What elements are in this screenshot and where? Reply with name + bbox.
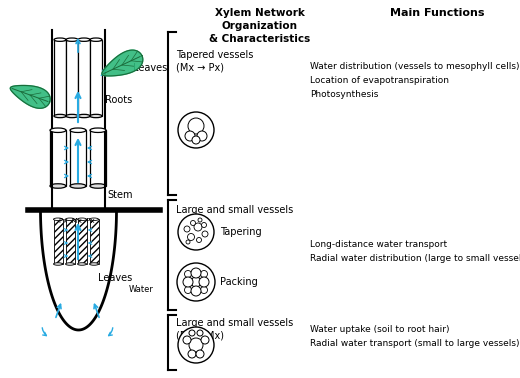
Circle shape bbox=[201, 279, 207, 285]
Ellipse shape bbox=[89, 263, 98, 265]
Text: Leaves: Leaves bbox=[133, 63, 167, 73]
Circle shape bbox=[191, 268, 201, 278]
Circle shape bbox=[188, 234, 194, 240]
Text: Xylem Network
Organization
& Characteristics: Xylem Network Organization & Characteris… bbox=[210, 8, 310, 44]
Circle shape bbox=[197, 131, 207, 141]
Ellipse shape bbox=[54, 114, 66, 118]
Ellipse shape bbox=[90, 184, 106, 188]
Circle shape bbox=[178, 327, 214, 363]
Polygon shape bbox=[89, 219, 98, 264]
Polygon shape bbox=[54, 219, 62, 264]
Circle shape bbox=[201, 271, 207, 277]
Ellipse shape bbox=[89, 218, 98, 220]
Circle shape bbox=[185, 279, 191, 285]
Circle shape bbox=[185, 131, 195, 141]
Circle shape bbox=[191, 286, 201, 296]
Polygon shape bbox=[66, 219, 74, 264]
Circle shape bbox=[185, 287, 191, 293]
Circle shape bbox=[185, 271, 191, 277]
Ellipse shape bbox=[78, 38, 90, 41]
Circle shape bbox=[183, 277, 193, 287]
Text: Long-distance water transport
Radial water distribution (large to small vessels): Long-distance water transport Radial wat… bbox=[310, 240, 520, 263]
Circle shape bbox=[178, 112, 214, 148]
Text: Large and small vessels: Large and small vessels bbox=[176, 318, 293, 328]
Ellipse shape bbox=[54, 38, 66, 41]
Text: Water uptake (soil to root hair)
Radial water transport (small to large vessels): Water uptake (soil to root hair) Radial … bbox=[310, 325, 519, 348]
Ellipse shape bbox=[77, 218, 86, 220]
Ellipse shape bbox=[90, 114, 102, 118]
Circle shape bbox=[202, 231, 208, 237]
Text: Water distribution (vessels to mesophyll cells)
Location of evapotranspiration
P: Water distribution (vessels to mesophyll… bbox=[310, 62, 519, 99]
Text: Water: Water bbox=[128, 285, 153, 294]
Ellipse shape bbox=[70, 184, 86, 188]
Circle shape bbox=[188, 350, 196, 358]
Ellipse shape bbox=[90, 128, 106, 132]
Circle shape bbox=[199, 277, 209, 287]
Text: (Px → Mx): (Px → Mx) bbox=[176, 330, 224, 340]
Circle shape bbox=[192, 136, 200, 144]
Circle shape bbox=[178, 214, 214, 250]
Circle shape bbox=[192, 271, 200, 277]
Circle shape bbox=[189, 330, 195, 336]
Text: Px  Mx  Px: Px Mx Px bbox=[59, 218, 94, 224]
Polygon shape bbox=[50, 130, 66, 186]
Circle shape bbox=[177, 263, 215, 301]
Text: Stem: Stem bbox=[107, 190, 133, 200]
Polygon shape bbox=[10, 85, 50, 108]
Circle shape bbox=[190, 220, 196, 226]
Circle shape bbox=[189, 338, 203, 352]
Polygon shape bbox=[78, 40, 90, 116]
Circle shape bbox=[194, 223, 202, 231]
Circle shape bbox=[197, 237, 202, 243]
Polygon shape bbox=[77, 219, 86, 264]
Text: Main Functions: Main Functions bbox=[390, 8, 485, 18]
Text: Large and small vessels: Large and small vessels bbox=[176, 205, 293, 215]
Circle shape bbox=[202, 223, 206, 228]
Ellipse shape bbox=[50, 128, 66, 132]
Polygon shape bbox=[70, 130, 86, 186]
Circle shape bbox=[184, 226, 190, 232]
Circle shape bbox=[197, 330, 203, 336]
Circle shape bbox=[192, 287, 200, 293]
Ellipse shape bbox=[66, 38, 78, 41]
Circle shape bbox=[196, 350, 204, 358]
Ellipse shape bbox=[70, 128, 86, 132]
Circle shape bbox=[201, 336, 209, 344]
Text: Packing: Packing bbox=[220, 277, 258, 287]
Polygon shape bbox=[102, 50, 143, 76]
Ellipse shape bbox=[78, 114, 90, 118]
Text: Tapering: Tapering bbox=[220, 227, 262, 237]
Circle shape bbox=[188, 118, 204, 134]
Circle shape bbox=[191, 277, 201, 287]
Ellipse shape bbox=[54, 218, 62, 220]
Text: Roots: Roots bbox=[106, 95, 133, 105]
Ellipse shape bbox=[66, 114, 78, 118]
Circle shape bbox=[186, 240, 190, 244]
Ellipse shape bbox=[66, 218, 74, 220]
Ellipse shape bbox=[77, 263, 86, 265]
Ellipse shape bbox=[54, 263, 62, 265]
Circle shape bbox=[198, 218, 202, 222]
Polygon shape bbox=[90, 130, 106, 186]
Polygon shape bbox=[66, 40, 78, 116]
Ellipse shape bbox=[66, 263, 74, 265]
Text: (Mx → Px): (Mx → Px) bbox=[176, 62, 224, 72]
Polygon shape bbox=[90, 40, 102, 116]
Circle shape bbox=[183, 336, 191, 344]
Ellipse shape bbox=[90, 38, 102, 41]
Text: Tapered vessels: Tapered vessels bbox=[176, 50, 253, 60]
Circle shape bbox=[192, 279, 200, 285]
Polygon shape bbox=[54, 40, 66, 116]
Ellipse shape bbox=[50, 184, 66, 188]
Text: Leaves: Leaves bbox=[98, 273, 133, 283]
Circle shape bbox=[201, 287, 207, 293]
